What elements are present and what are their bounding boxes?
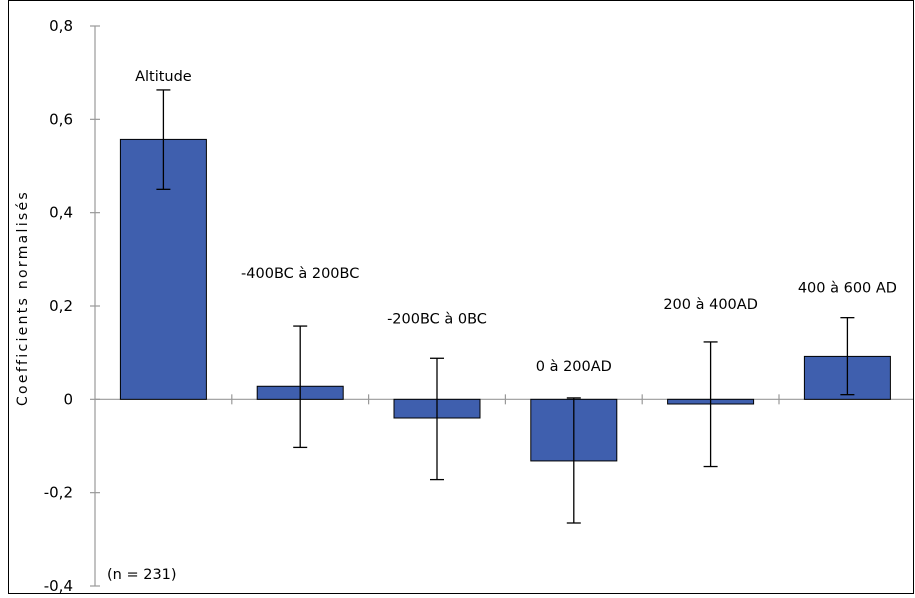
y-tick-label: 0,4 [49,204,73,222]
bar-category-label: Altitude [135,69,192,85]
bars [119,89,891,524]
sample-size-note: (n = 231) [107,567,177,583]
bar-category-label: -200BC à 0BC [387,311,487,327]
y-tick-label: -0,4 [44,577,73,594]
y-axis-label: Coefficients normalisés [15,190,31,406]
bar-category-label: 400 à 600 AD [798,281,897,297]
bar-labels: Altitude -400BC à 200BC -200BC à 0BC 0 à 20… [135,69,897,375]
y-tick-label: 0,8 [49,17,73,35]
y-tick-label: -0,2 [44,484,73,502]
x-axis [95,394,913,405]
bar-category-label: -400BC à 200BC [241,266,359,282]
bar-category-label: 0 à 200AD [536,359,612,375]
y-tick-label: 0,6 [49,110,73,128]
bar-category-label: 200 à 400AD [663,297,758,313]
y-tick-label: 0 [63,390,73,408]
y-tick-label: 0,2 [49,297,73,315]
y-axis: -0,4 -0,2 0 0,2 0,4 0,6 0,8 [44,17,100,595]
